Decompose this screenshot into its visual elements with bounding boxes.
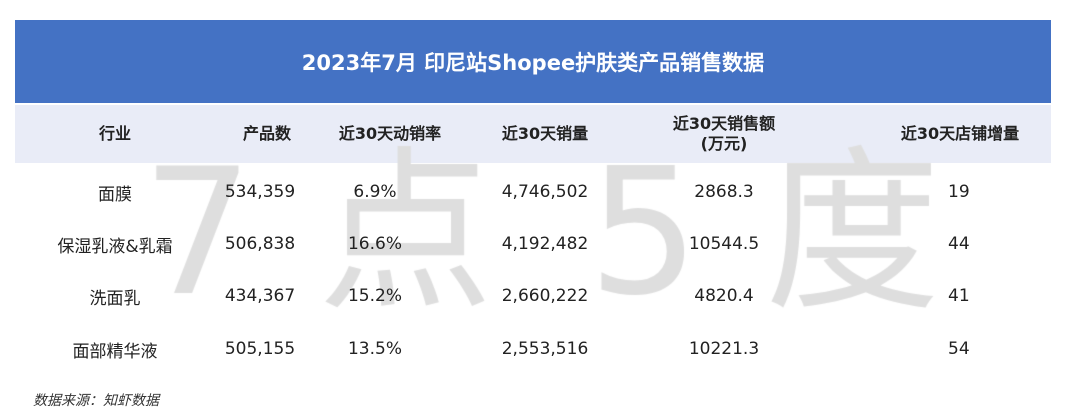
table-row: 洗面乳 434,367 15.2% 2,660,222 4820.4 41 xyxy=(15,276,1051,316)
header-sell-through-rate: 近30天动销率 xyxy=(338,124,442,143)
table-row: 保湿乳液&乳霜 506,838 16.6% 4,192,482 10544.5 44 xyxy=(15,224,1051,264)
cell-sell-through-rate: 13.5% xyxy=(347,339,403,359)
cell-industry: 保湿乳液&乳霜 xyxy=(57,236,173,257)
cell-product-count: 434,367 xyxy=(224,286,296,306)
cell-product-count: 534,359 xyxy=(224,182,296,202)
cell-sell-through-rate: 16.6% xyxy=(347,234,403,254)
cell-sales-amount: 10221.3 xyxy=(688,339,760,359)
header-sales-volume: 近30天销量 xyxy=(501,124,589,143)
cell-product-count: 506,838 xyxy=(224,234,296,254)
header-store-growth: 近30天店铺增量 xyxy=(900,124,1020,143)
cell-product-count: 505,155 xyxy=(224,339,296,359)
header-product-count: 产品数 xyxy=(242,124,292,143)
table-title: 2023年7月 印尼站Shopee护肤类产品销售数据 xyxy=(15,20,1051,103)
cell-sales-amount: 10544.5 xyxy=(688,234,760,254)
cell-sales-volume: 2,660,222 xyxy=(501,286,589,306)
table-header: 行业 产品数 近30天动销率 近30天销量 近30天销售额 (万元) 近30天店… xyxy=(15,105,1051,163)
cell-industry: 面膜 xyxy=(98,184,132,205)
cell-sales-amount: 2868.3 xyxy=(694,182,754,202)
data-source-note: 数据来源：知虾数据 xyxy=(33,393,159,409)
cell-store-growth: 19 xyxy=(948,182,970,202)
cell-sell-through-rate: 15.2% xyxy=(347,286,403,306)
header-sales-amount-label: 近30天销售额 xyxy=(672,114,776,133)
cell-sell-through-rate: 6.9% xyxy=(353,182,397,202)
header-industry: 行业 xyxy=(98,124,132,143)
table-row: 面部精华液 505,155 13.5% 2,553,516 10221.3 54 xyxy=(15,329,1051,369)
cell-industry: 面部精华液 xyxy=(72,341,158,362)
cell-store-growth: 54 xyxy=(948,339,970,359)
cell-store-growth: 41 xyxy=(948,286,970,306)
cell-sales-amount: 4820.4 xyxy=(694,286,754,306)
cell-sales-volume: 4,192,482 xyxy=(501,234,589,254)
cell-sales-volume: 4,746,502 xyxy=(501,182,589,202)
header-sales-amount-unit: (万元) xyxy=(700,134,748,153)
table-row: 面膜 534,359 6.9% 4,746,502 2868.3 19 xyxy=(15,172,1051,212)
cell-sales-volume: 2,553,516 xyxy=(501,339,589,359)
header-sales-amount: 近30天销售额 (万元) xyxy=(673,105,775,163)
cell-industry: 洗面乳 xyxy=(89,288,141,309)
cell-store-growth: 44 xyxy=(948,234,970,254)
